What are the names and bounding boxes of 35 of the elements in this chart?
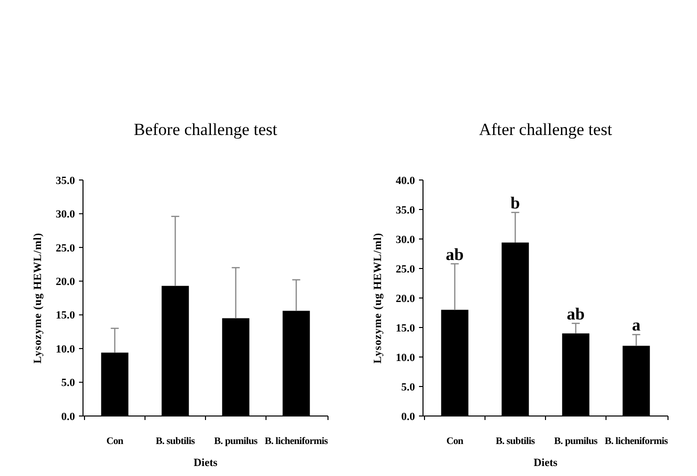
y-tick-label: 10.0: [396, 352, 416, 364]
annotation: ab: [446, 244, 464, 264]
x-tick-label: B. licheniformis: [264, 436, 328, 447]
y-tick-label: 5.0: [61, 377, 76, 390]
y-tick-label: 25.0: [396, 263, 416, 276]
x-tick-label: Con: [446, 436, 464, 447]
y-tick-label: 15.0: [396, 322, 416, 334]
chart-title: After challenge test: [478, 120, 612, 139]
y-axis-title: Lysozyme (ug HEWL/ml): [372, 232, 384, 364]
y-tick-label: 25.0: [56, 242, 76, 254]
y-axis-title: Lysozyme (ug HEWL/ml): [32, 232, 44, 364]
y-tick-label: 30.0: [56, 208, 76, 221]
x-tick-label: B. subtilis: [496, 436, 536, 447]
x-tick-label: Con: [106, 436, 124, 447]
y-tick-label: 15.0: [56, 310, 76, 322]
chart-title: Before challenge test: [134, 120, 278, 139]
y-tick-label: 30.0: [396, 234, 416, 246]
y-tick-label: 10.0: [56, 343, 76, 356]
annotation: b: [510, 193, 520, 212]
y-tick-label: 20.0: [396, 292, 416, 305]
y-tick-label: 35.0: [56, 174, 76, 187]
x-axis-title: Diets: [194, 457, 218, 469]
y-tick-label: 35.0: [396, 204, 416, 216]
y-tick-label: 5.0: [401, 381, 416, 394]
y-tick-label: 20.0: [56, 276, 76, 288]
annotation: a: [632, 316, 641, 335]
x-tick-label: B. pumilus: [554, 436, 598, 447]
y-tick-label: 0.0: [401, 410, 416, 423]
x-tick-label: B. pumilus: [214, 436, 258, 447]
y-tick-label: 0.0: [61, 410, 76, 423]
x-tick-label: B. licheniformis: [604, 436, 668, 447]
annotation: ab: [566, 304, 585, 324]
y-tick-label: 40.0: [396, 174, 416, 187]
x-axis-title: Diets: [534, 457, 558, 469]
x-tick-label: B. subtilis: [156, 436, 196, 447]
